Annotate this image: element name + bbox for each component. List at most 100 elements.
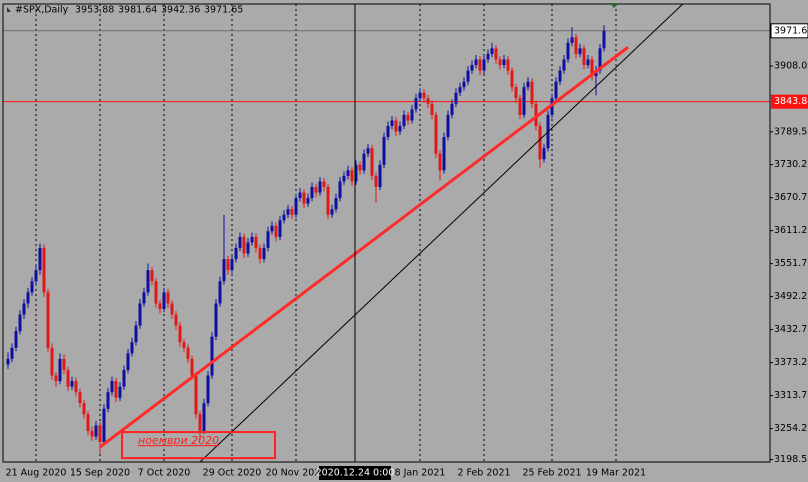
axes: 21 Aug 2020 15 Sep 2020 7 Oct 2020 29 Oct 2… <box>6 23 808 480</box>
candle-body <box>14 331 18 348</box>
candle-body <box>222 259 226 282</box>
candle-body <box>114 381 118 398</box>
x-tick-label: 20 Nov 2020 <box>266 468 327 479</box>
trend-line <box>199 4 684 462</box>
candle-body <box>90 430 94 437</box>
candle-body <box>566 42 570 60</box>
y-tick-label: 3254.25 <box>774 423 808 434</box>
candle-body <box>202 403 206 431</box>
candle-body <box>534 103 538 126</box>
candle-body <box>370 148 374 176</box>
candle-body <box>486 53 490 60</box>
x-tick-label: 19 Mar 2021 <box>586 468 646 479</box>
candle-body <box>542 148 546 160</box>
candle-body <box>218 281 222 304</box>
candle-body <box>258 247 262 260</box>
trend-line <box>99 46 629 449</box>
candle-body <box>602 30 606 49</box>
marker <box>610 3 618 8</box>
y-tick-label: 3670.70 <box>774 192 808 203</box>
y-tick-label: 3730.25 <box>774 159 808 170</box>
candle-body <box>162 292 166 309</box>
candle-body <box>498 59 502 65</box>
candle-body <box>414 98 418 110</box>
candle-body <box>574 37 578 54</box>
x-tick-label: 21 Aug 2020 <box>6 468 67 479</box>
candle-body <box>62 358 66 370</box>
candle-body <box>274 225 278 237</box>
candle-body <box>286 209 290 215</box>
candle-body <box>446 114 450 138</box>
candle-body <box>254 236 258 248</box>
x-tick-label: 2 Feb 2021 <box>457 468 510 479</box>
candle-body <box>250 236 254 243</box>
candle-body <box>130 342 134 354</box>
icon <box>7 7 11 12</box>
candle-body <box>190 358 194 376</box>
candle-body <box>226 259 230 271</box>
level-label: 3843.84 <box>774 96 808 107</box>
annotation-box <box>121 431 276 460</box>
candle-body <box>74 381 78 393</box>
candle-body <box>138 303 142 326</box>
candle-body <box>290 209 294 215</box>
candle-body <box>490 48 494 54</box>
candle-body <box>458 87 462 93</box>
candle-body <box>358 164 362 171</box>
candle-body <box>434 114 438 154</box>
candle-body <box>406 114 410 121</box>
header-value: 3942.36 <box>161 5 200 16</box>
candle-body <box>374 175 378 187</box>
candle-body <box>50 347 54 376</box>
candle-body <box>154 281 158 304</box>
candle-body <box>442 137 446 171</box>
header-value: 3981.64 <box>118 5 157 16</box>
candle-body <box>182 342 186 348</box>
candle-body <box>106 392 110 409</box>
candle-body <box>186 347 190 359</box>
candle-body <box>430 103 434 115</box>
candle-body <box>270 225 274 232</box>
candle-body <box>482 59 486 71</box>
y-tick-label: 3198.53 <box>774 454 808 465</box>
candle-body <box>322 181 326 187</box>
candle-body <box>86 414 90 431</box>
candle-body <box>178 325 182 343</box>
candle-body <box>502 59 506 65</box>
candle-body <box>198 414 202 431</box>
candle-body <box>386 125 390 138</box>
y-tick-label: 3908.05 <box>774 61 808 72</box>
candle-body <box>298 192 302 199</box>
candle-body <box>338 181 342 199</box>
candle-body <box>42 247 46 293</box>
y-tick-label: 3611.25 <box>774 225 808 236</box>
candle-body <box>278 220 282 237</box>
candle-body <box>126 353 130 370</box>
candle-body <box>366 148 370 154</box>
header-ohlc: 3953.88 3981.64 3942.36 3971.65 <box>75 5 243 16</box>
candle-body <box>242 236 246 254</box>
candle-body <box>22 303 26 315</box>
candle-body <box>150 270 154 282</box>
grid <box>35 4 617 462</box>
candle-body <box>578 48 582 54</box>
candle-body <box>382 137 386 165</box>
candle-body <box>18 314 22 332</box>
candle-body <box>438 153 442 171</box>
candle-body <box>54 375 58 382</box>
candle-body <box>230 259 234 271</box>
candle-body <box>506 59 510 71</box>
y-tick-label: 3789.55 <box>774 126 808 137</box>
candle-body <box>466 70 470 82</box>
candle-body <box>522 87 526 115</box>
plot-area: ноември 2020 <box>3 4 770 462</box>
candle-body <box>206 375 210 404</box>
header-value: 3971.65 <box>204 5 243 16</box>
candle-body <box>146 270 150 293</box>
candle-body <box>394 120 398 132</box>
candle-body <box>170 303 174 315</box>
header-value: 3953.88 <box>75 5 114 16</box>
x-tick-label: 8 Jan 2021 <box>395 468 446 479</box>
candle-body <box>418 92 422 99</box>
